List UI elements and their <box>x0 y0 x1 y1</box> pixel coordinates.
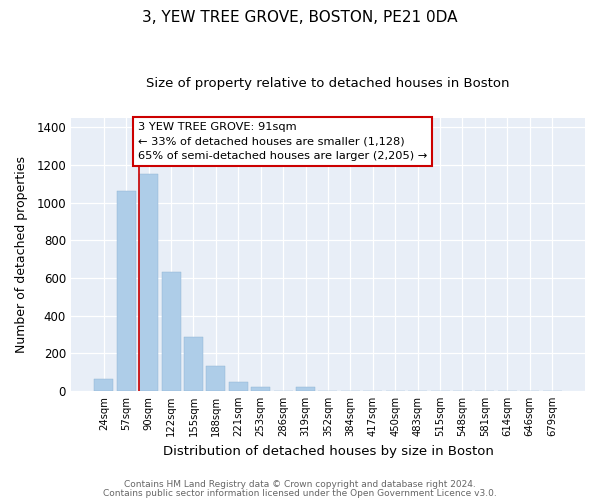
Bar <box>296 387 315 391</box>
Bar <box>139 174 158 391</box>
Text: 3 YEW TREE GROVE: 91sqm
← 33% of detached houses are smaller (1,128)
65% of semi: 3 YEW TREE GROVE: 91sqm ← 33% of detache… <box>138 122 427 161</box>
Y-axis label: Number of detached properties: Number of detached properties <box>15 156 28 353</box>
Bar <box>229 382 248 391</box>
Bar <box>117 190 136 391</box>
Bar <box>184 338 203 391</box>
Bar <box>206 366 226 391</box>
Text: 3, YEW TREE GROVE, BOSTON, PE21 0DA: 3, YEW TREE GROVE, BOSTON, PE21 0DA <box>142 10 458 25</box>
X-axis label: Distribution of detached houses by size in Boston: Distribution of detached houses by size … <box>163 444 493 458</box>
Text: Contains public sector information licensed under the Open Government Licence v3: Contains public sector information licen… <box>103 488 497 498</box>
Title: Size of property relative to detached houses in Boston: Size of property relative to detached ho… <box>146 78 510 90</box>
Bar <box>251 387 270 391</box>
Bar <box>161 272 181 391</box>
Text: Contains HM Land Registry data © Crown copyright and database right 2024.: Contains HM Land Registry data © Crown c… <box>124 480 476 489</box>
Bar <box>94 378 113 391</box>
